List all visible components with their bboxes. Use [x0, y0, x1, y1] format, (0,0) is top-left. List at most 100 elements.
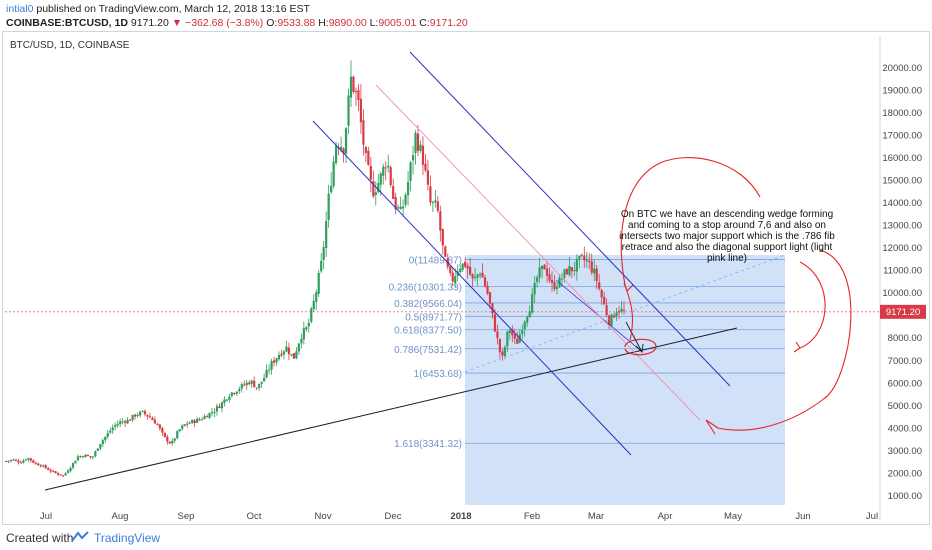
candle-body: [540, 265, 544, 269]
author-link[interactable]: intial0: [6, 3, 34, 15]
x-tick-label: Oct: [247, 511, 262, 522]
candle-body: [24, 459, 27, 461]
candle-body: [233, 393, 236, 395]
candle-body: [282, 351, 286, 355]
x-tick-label: Sep: [178, 511, 195, 522]
candle-body: [600, 290, 603, 298]
candle-body: [397, 207, 400, 209]
candle-body: [307, 322, 310, 327]
fib-label: 0.382(9566.04): [394, 299, 462, 310]
candle-body: [138, 411, 142, 416]
fib-label: 0(11489.87): [409, 256, 462, 267]
scribble-bracket: [793, 261, 826, 353]
candle-body: [379, 173, 382, 185]
y-tick-label: 7000.00: [888, 356, 922, 367]
x-tick-label: Nov: [315, 511, 332, 522]
candle-body: [22, 460, 25, 463]
candle-body: [486, 285, 489, 294]
candle-body: [570, 267, 573, 272]
candle-body: [128, 419, 132, 421]
x-tick-label: May: [724, 511, 742, 522]
candle-body: [116, 423, 119, 426]
chart-frame: [2, 31, 930, 525]
candle-body: [265, 369, 268, 378]
candle-body: [553, 282, 556, 290]
x-tick-label: 2018: [450, 511, 471, 522]
candle-body: [228, 396, 231, 400]
candle-body: [7, 460, 10, 462]
x-tick-label: Jul: [40, 511, 52, 522]
candle-body: [349, 76, 353, 98]
candle-body: [178, 429, 181, 432]
candle-body: [49, 469, 52, 472]
candle-body: [590, 261, 593, 273]
tradingview-logo-icon[interactable]: [70, 529, 92, 545]
candle-body: [54, 471, 57, 474]
candle-body: [469, 266, 472, 275]
candle-body: [47, 468, 50, 471]
candle-body: [263, 377, 266, 382]
candle-body: [320, 260, 323, 272]
candle-body: [71, 462, 75, 468]
candle-body: [260, 381, 263, 384]
marker-arrow: [625, 321, 644, 353]
y-tick-label: 6000.00: [888, 378, 922, 389]
candle-body: [411, 155, 415, 161]
candle-body: [593, 268, 596, 274]
candle-body: [37, 463, 40, 466]
candle-body: [81, 456, 85, 458]
candle-body: [248, 382, 251, 385]
fib-label: 0.618(8377.50): [394, 326, 462, 337]
candle-body: [374, 192, 377, 195]
candle-body: [96, 448, 99, 451]
candle-body: [315, 292, 318, 302]
candle-body: [225, 399, 228, 401]
candle-body: [156, 423, 159, 425]
candle-body: [181, 425, 184, 429]
candle-body: [483, 277, 487, 287]
candle-body: [419, 144, 422, 151]
fib-label: 1.618(3341.32): [394, 439, 462, 450]
candle-body: [280, 353, 283, 356]
y-tick-label: 13000.00: [882, 221, 922, 232]
y-tick-label: 12000.00: [882, 243, 922, 254]
publish-info: published on TradingView.com, March 12, …: [36, 3, 310, 15]
candle-body: [34, 462, 37, 464]
candle-body: [218, 406, 221, 409]
candle-body: [598, 282, 601, 289]
candle-body: [173, 438, 176, 441]
candle-body: [471, 274, 474, 279]
tradingview-link[interactable]: TradingView: [94, 531, 161, 545]
candle-body: [325, 221, 328, 248]
candle-body: [14, 459, 18, 461]
candle-body: [506, 331, 509, 347]
fib-label: 1(6453.68): [414, 369, 462, 380]
candle-body: [104, 436, 107, 441]
candle-body: [565, 269, 569, 275]
candle-body: [573, 270, 576, 272]
candle-body: [124, 421, 127, 423]
candle-body: [198, 419, 201, 421]
candle-body: [426, 170, 430, 185]
candle-body: [612, 315, 616, 318]
candle-body: [106, 433, 109, 437]
candle-body: [42, 465, 45, 467]
fib-label: 0.236(10301.33): [389, 282, 462, 293]
candle-body: [205, 416, 209, 418]
candle-body: [568, 266, 571, 276]
candle-body: [163, 432, 166, 437]
candle-body: [580, 254, 583, 256]
candle-body: [29, 458, 32, 461]
candle-body: [501, 351, 504, 356]
candle-body: [513, 334, 516, 339]
candle-body: [364, 147, 367, 153]
candle-body: [424, 163, 427, 171]
candle-body: [382, 166, 385, 176]
x-tick-label: Mar: [588, 511, 604, 522]
candle-body: [4, 461, 8, 463]
candle-body: [493, 314, 497, 332]
candle-body: [367, 150, 370, 165]
candle-body: [409, 162, 412, 182]
candle-body: [377, 183, 380, 193]
